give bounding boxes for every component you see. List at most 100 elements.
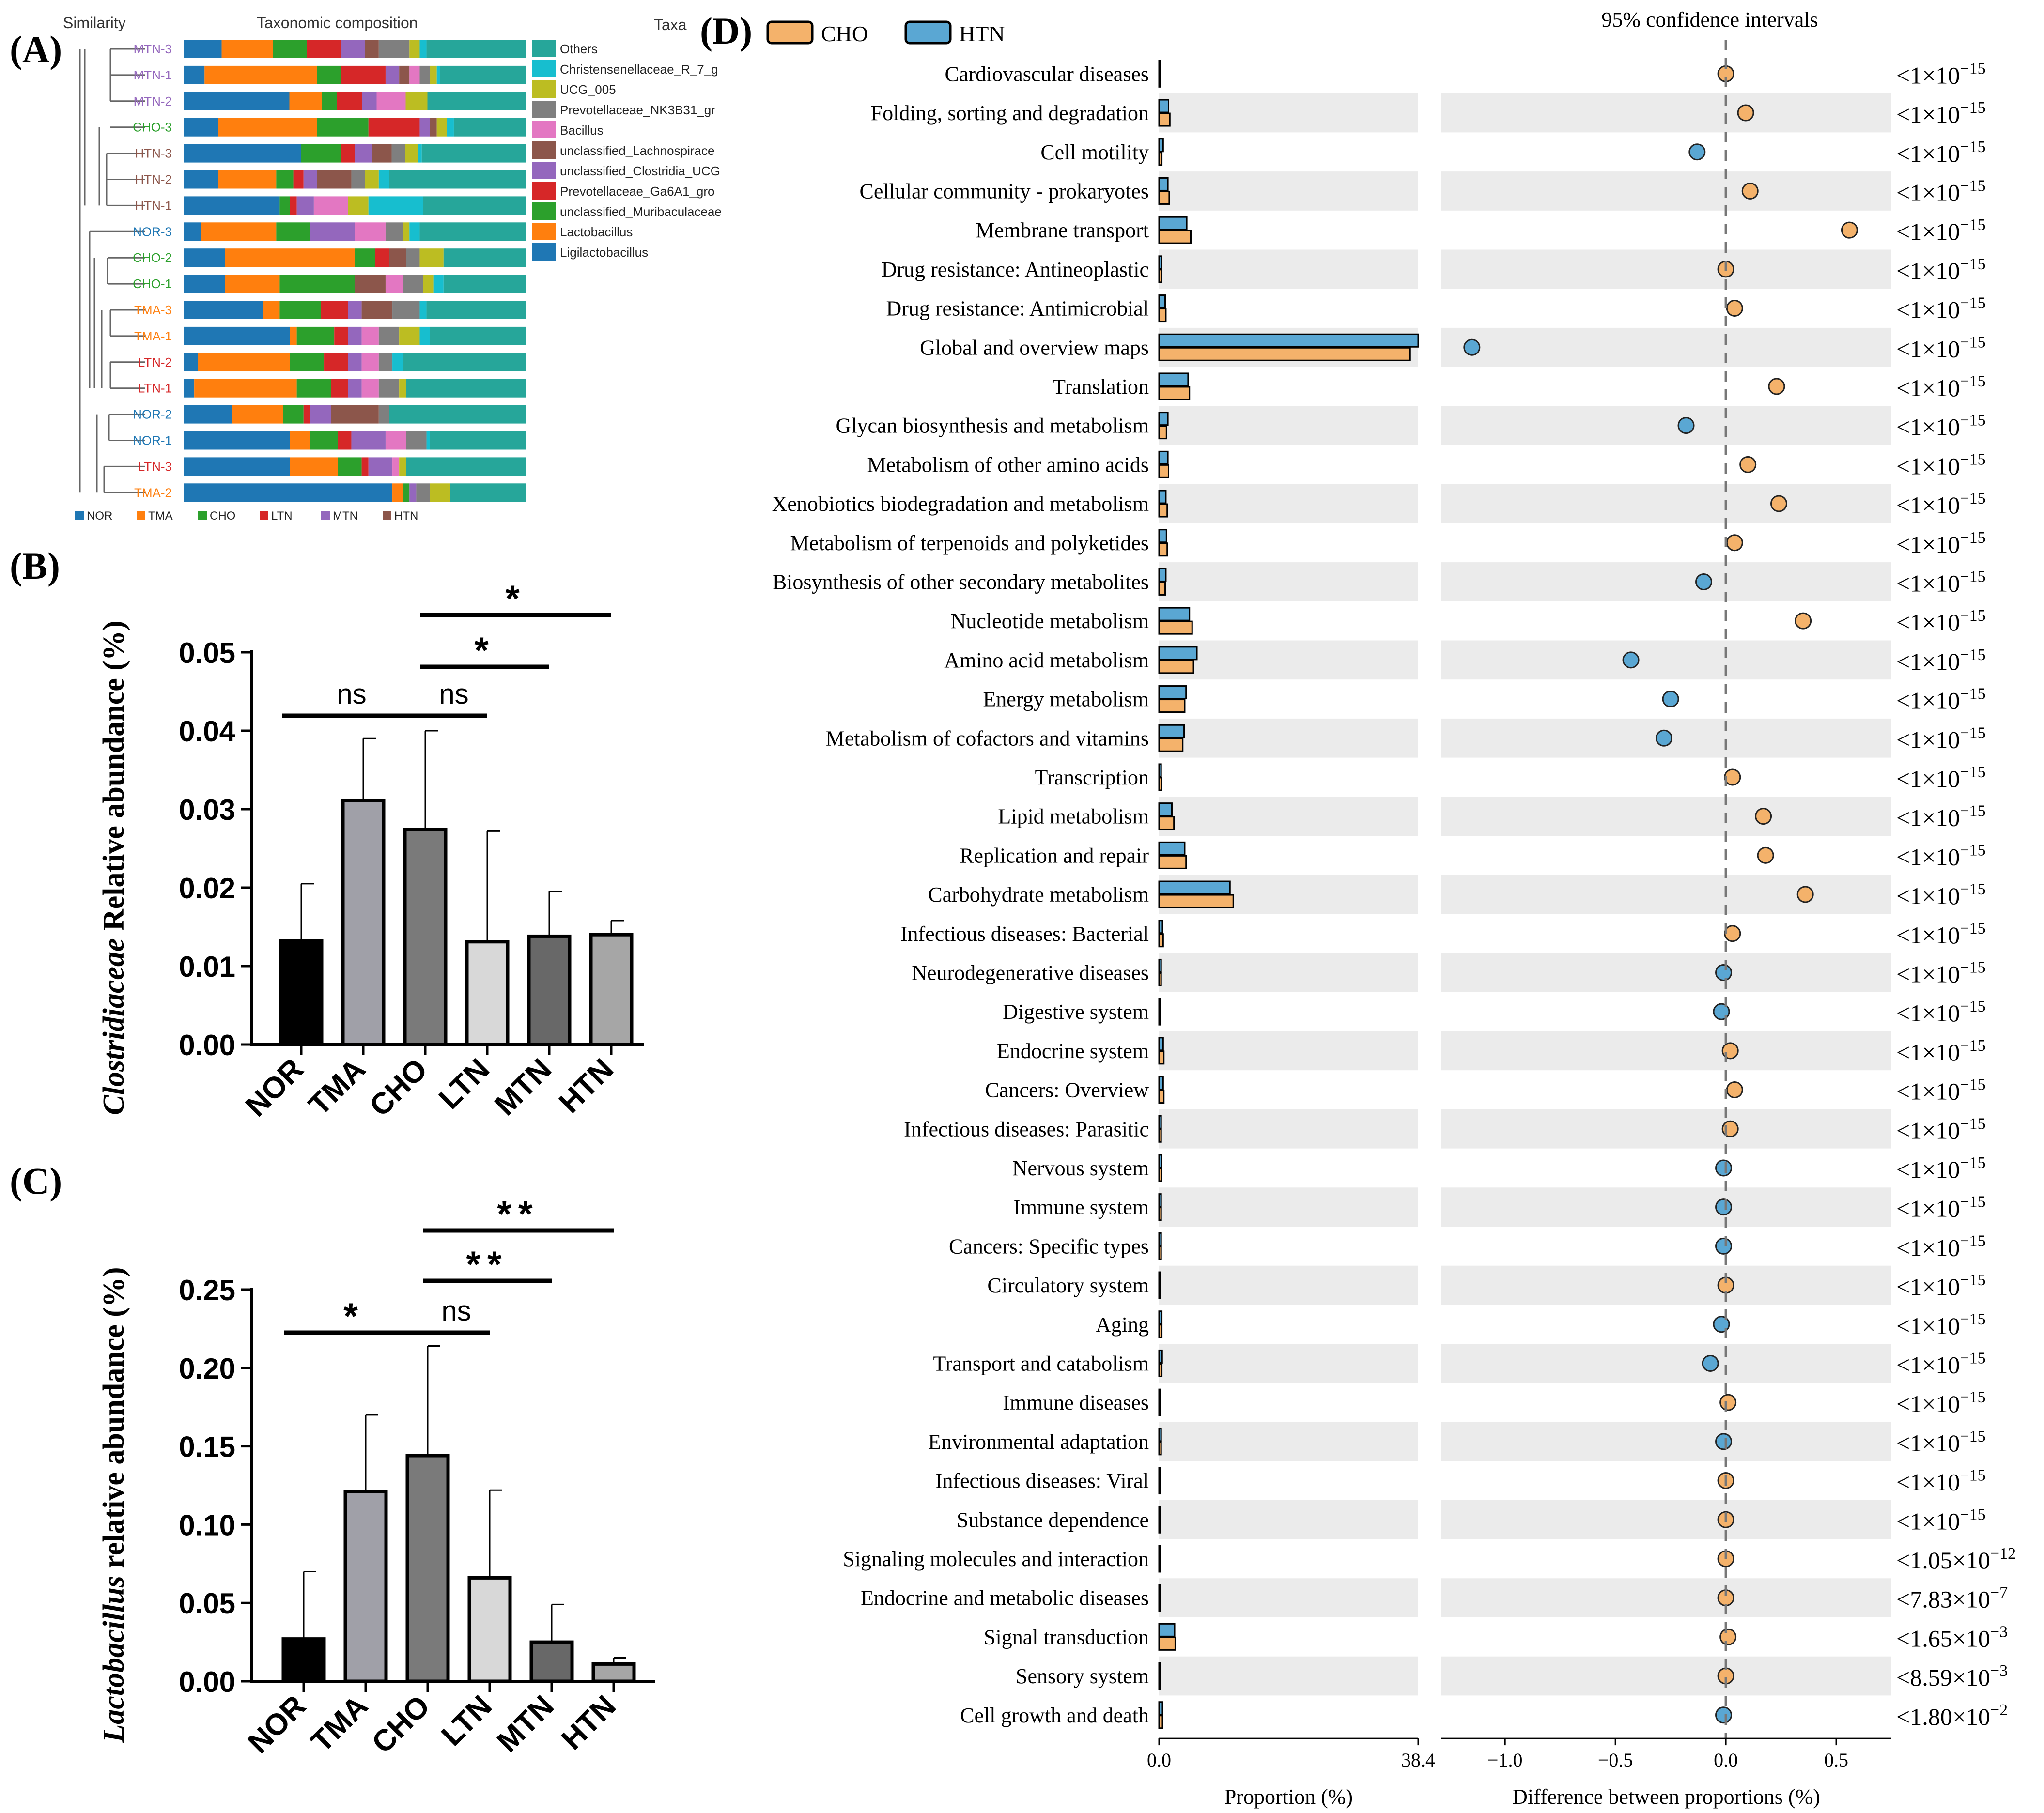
- row-band: [1441, 1656, 1891, 1696]
- composition-segment: [184, 353, 198, 371]
- composition-segment: [301, 144, 341, 163]
- p-value-mantissa: 1: [1910, 687, 1922, 714]
- composition-segment: [341, 65, 386, 84]
- composition-segment: [218, 118, 317, 137]
- bar-cho: [1158, 581, 1166, 596]
- p-value-times: ×10: [1922, 179, 1960, 206]
- p-value-lt: <: [1896, 804, 1910, 831]
- composition-segment: [283, 405, 304, 424]
- pathway-label: Metabolism of other amino acids: [867, 453, 1149, 476]
- composition-segment: [430, 118, 437, 137]
- composition-segment: [419, 222, 526, 241]
- p-value: <1×10−15: [1896, 568, 1986, 597]
- sample-label: CHO-3: [133, 120, 172, 135]
- p-value-times: ×10: [1922, 414, 1960, 441]
- p-value-exponent: −15: [1960, 1271, 1985, 1289]
- p-value: <1×10−15: [1896, 920, 1986, 949]
- composition-segment: [409, 65, 420, 84]
- row-band: [1159, 1265, 1418, 1305]
- row-band: [1159, 640, 1418, 680]
- bar-htn: [1158, 1037, 1164, 1051]
- p-value-lt: <: [1896, 609, 1910, 636]
- composition-segment: [426, 40, 526, 58]
- p-value-times: ×10: [1922, 1312, 1960, 1339]
- composition-segment: [378, 170, 389, 189]
- row-band: [1441, 93, 1891, 133]
- p-value-mantissa: 1: [1910, 179, 1922, 206]
- p-value-times: ×10: [1922, 1429, 1960, 1457]
- pathway-label: Endocrine system: [997, 1039, 1149, 1063]
- legend-label-htn: HTN: [959, 21, 1005, 46]
- p-value-mantissa: 1: [1910, 414, 1922, 441]
- p-value-mantissa: 1: [1910, 804, 1922, 831]
- bar-cho: [1158, 1324, 1163, 1338]
- p-value-mantissa: 1: [1910, 1273, 1922, 1300]
- bar-cho: [1158, 347, 1411, 361]
- composition-header: Taxonomic composition: [257, 14, 418, 31]
- composition-segment: [419, 248, 444, 267]
- y-axis-title-rest: relative abundance (%): [97, 1267, 130, 1576]
- bar-htn: [1158, 685, 1187, 700]
- composition-segment: [348, 301, 362, 319]
- bar-cho: [1158, 1363, 1163, 1377]
- y-tick-label: 0.03: [179, 794, 235, 826]
- pathway-label: Carbohydrate metabolism: [928, 883, 1149, 906]
- pathway-label: Nucleotide metabolism: [951, 609, 1149, 633]
- p-value-mantissa: 1: [1910, 1039, 1922, 1066]
- pathway-label: Infectious diseases: Viral: [935, 1469, 1149, 1493]
- composition-segment: [389, 248, 406, 267]
- composition-segment: [453, 118, 526, 137]
- p-value: <1×10−15: [1896, 763, 1986, 792]
- bar-cho: [1158, 660, 1194, 674]
- p-value: <1×10−15: [1896, 880, 1986, 909]
- composition-segment: [406, 379, 526, 398]
- composition-segment: [348, 353, 362, 371]
- p-value-exponent: −15: [1960, 1467, 1985, 1485]
- bar-htn: [1158, 1388, 1161, 1403]
- p-value-times: ×10: [1922, 765, 1960, 792]
- p-value: <1×10−15: [1896, 255, 1986, 284]
- p-value: <1×10−15: [1896, 294, 1986, 323]
- p-value-mantissa: 1.80: [1910, 1703, 1952, 1730]
- p-value-exponent: −15: [1960, 99, 1985, 117]
- composition-segment: [296, 379, 331, 398]
- p-value-times: ×10: [1922, 648, 1960, 675]
- bar-cho: [1158, 1011, 1161, 1026]
- composition-segment: [436, 118, 447, 137]
- composition-segment: [365, 40, 379, 58]
- p-value-exponent: −15: [1960, 490, 1985, 507]
- right-x-tick-label: −0.5: [1598, 1749, 1633, 1771]
- p-value-mantissa: 1: [1910, 1156, 1922, 1183]
- difference-point: [1726, 1081, 1743, 1099]
- row-band: [1441, 1265, 1891, 1305]
- composition-segment: [392, 457, 400, 476]
- composition-segment: [423, 196, 526, 215]
- bar-htn: [1158, 490, 1167, 504]
- p-value: <1×10−15: [1896, 646, 1986, 675]
- p-value-mantissa: 1: [1910, 531, 1922, 558]
- p-value-exponent: −15: [1960, 1193, 1985, 1211]
- bar-htn: [1158, 255, 1162, 270]
- p-value-mantissa: 1: [1910, 1117, 1922, 1144]
- sample-label: MTN-3: [134, 42, 172, 56]
- group-legend-swatch: [260, 511, 268, 520]
- p-value-lt: <: [1896, 1273, 1910, 1300]
- p-value-lt: <: [1896, 1351, 1910, 1378]
- y-axis-title-italic: Clostridiaceae: [97, 938, 130, 1115]
- row-band: [1159, 1422, 1418, 1461]
- p-value-lt: <: [1896, 1547, 1910, 1574]
- composition-segment: [368, 196, 423, 215]
- bar-htn: [1158, 1662, 1161, 1676]
- composition-segment: [389, 170, 526, 189]
- p-value-times: ×10: [1922, 257, 1960, 284]
- significance-label: *: [474, 630, 496, 671]
- p-value: <1×10−15: [1896, 333, 1986, 362]
- p-value-times: ×10: [1922, 492, 1960, 519]
- p-value-exponent: −15: [1960, 294, 1985, 312]
- significance-label: ns: [441, 1295, 471, 1327]
- p-value-mantissa: 1: [1910, 765, 1922, 792]
- bar-htn: [1158, 1467, 1161, 1481]
- bar-cho: [1158, 699, 1186, 713]
- p-value-exponent: −15: [1960, 1310, 1985, 1328]
- bar-htn: [1158, 841, 1186, 856]
